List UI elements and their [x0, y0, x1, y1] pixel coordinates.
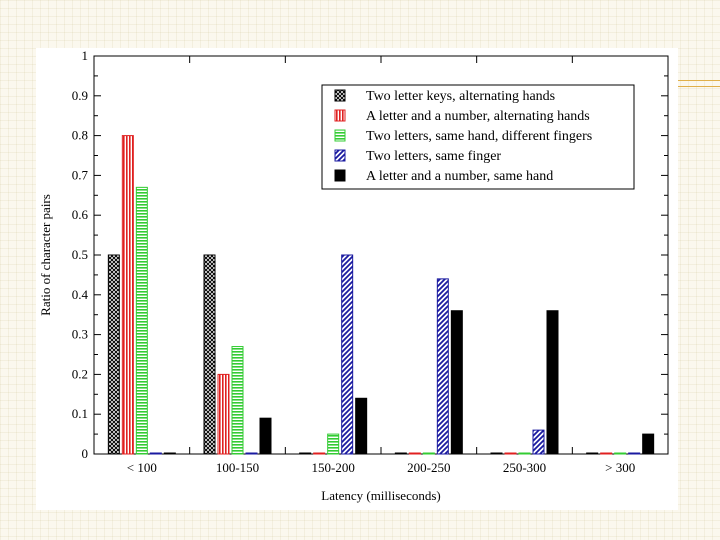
decorative-line	[678, 86, 720, 87]
bar	[313, 452, 326, 455]
x-tick-label: 100-150	[216, 460, 259, 475]
y-tick-label: 0.7	[72, 167, 89, 182]
x-tick-label: 250-300	[503, 460, 546, 475]
bar	[135, 186, 148, 455]
chart-panel: 0 0.1 0.2 0.3 0.4 0.5 0.6 0.7 0.8 0.9 1 < 100 100-1…	[36, 48, 678, 510]
bar	[163, 452, 176, 455]
bar	[642, 433, 655, 455]
bar	[203, 254, 216, 455]
bar	[422, 452, 435, 455]
bar	[408, 452, 421, 455]
legend-swatch	[334, 169, 346, 182]
y-tick-label: 0.5	[72, 247, 88, 262]
bar	[586, 452, 599, 455]
x-tick-label: > 300	[605, 460, 635, 475]
bar	[245, 452, 258, 455]
legend-swatch	[334, 129, 346, 142]
legend-label: Two letter keys, alternating hands	[366, 89, 555, 104]
y-tick-label: 0.4	[72, 287, 89, 302]
bar	[341, 254, 354, 455]
y-tick-label: 1	[82, 48, 89, 63]
bar	[394, 452, 407, 455]
bar	[299, 452, 312, 455]
bar-chart: 0 0.1 0.2 0.3 0.4 0.5 0.6 0.7 0.8 0.9 1 < 100 100-1…	[38, 48, 669, 503]
bar	[532, 429, 545, 455]
y-tick-label: 0.9	[72, 88, 88, 103]
x-axis-label: Latency (milliseconds)	[321, 488, 441, 503]
legend: Two letter keys, alternating hands A lett…	[321, 84, 635, 190]
bar	[628, 452, 641, 455]
legend-box	[321, 84, 635, 190]
bar	[518, 452, 531, 455]
decorative-line	[678, 80, 720, 81]
x-axis: < 100 100-150 150-200 200-250 250-300 > 300	[127, 56, 635, 475]
legend-label: A letter and a number, alternating hands	[366, 109, 590, 124]
bar	[355, 397, 368, 455]
legend-swatch	[334, 89, 346, 102]
bars	[107, 135, 655, 455]
bar	[614, 452, 627, 455]
x-tick-label: < 100	[127, 460, 157, 475]
y-tick-label: 0.8	[72, 128, 88, 143]
bar	[259, 417, 272, 455]
x-tick-label: 200-250	[407, 460, 450, 475]
x-tick-label: 150-200	[311, 460, 354, 475]
y-axis-label: Ratio of character pairs	[38, 194, 53, 316]
bar	[546, 310, 559, 455]
bar	[450, 310, 463, 455]
y-tick-label: 0.6	[72, 207, 89, 222]
legend-label: Two letters, same hand, different finger…	[366, 129, 592, 144]
y-tick-label: 0	[82, 446, 89, 461]
bar	[436, 278, 449, 455]
bar	[504, 452, 517, 455]
bar	[217, 373, 230, 455]
bar	[490, 452, 503, 455]
bar	[121, 135, 134, 455]
legend-label: Two letters, same finger	[366, 149, 501, 164]
bar	[107, 254, 120, 455]
bar	[600, 452, 613, 455]
bar	[149, 452, 162, 455]
bar	[327, 433, 340, 455]
y-axis: 0 0.1 0.2 0.3 0.4 0.5 0.6 0.7 0.8 0.9 1	[72, 48, 668, 461]
y-tick-label: 0.3	[72, 327, 88, 342]
legend-label: A letter and a number, same hand	[366, 169, 553, 184]
legend-swatch	[334, 109, 346, 122]
bar	[231, 346, 244, 455]
y-tick-label: 0.1	[72, 406, 88, 421]
y-tick-label: 0.2	[72, 366, 88, 381]
legend-swatch	[334, 149, 346, 162]
